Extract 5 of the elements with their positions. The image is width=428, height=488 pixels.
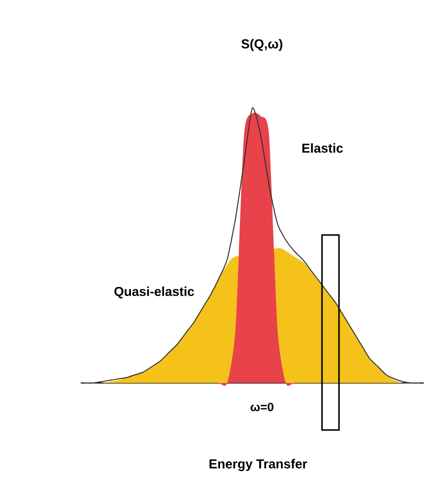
text: Energy Transfer — [210, 458, 308, 472]
text: Elastic — [302, 143, 343, 153]
chart-title: S(Q,ω) — [241, 38, 282, 52]
text: ω=0 — [250, 402, 274, 412]
series-label: Quasi-elastic — [114, 286, 194, 298]
